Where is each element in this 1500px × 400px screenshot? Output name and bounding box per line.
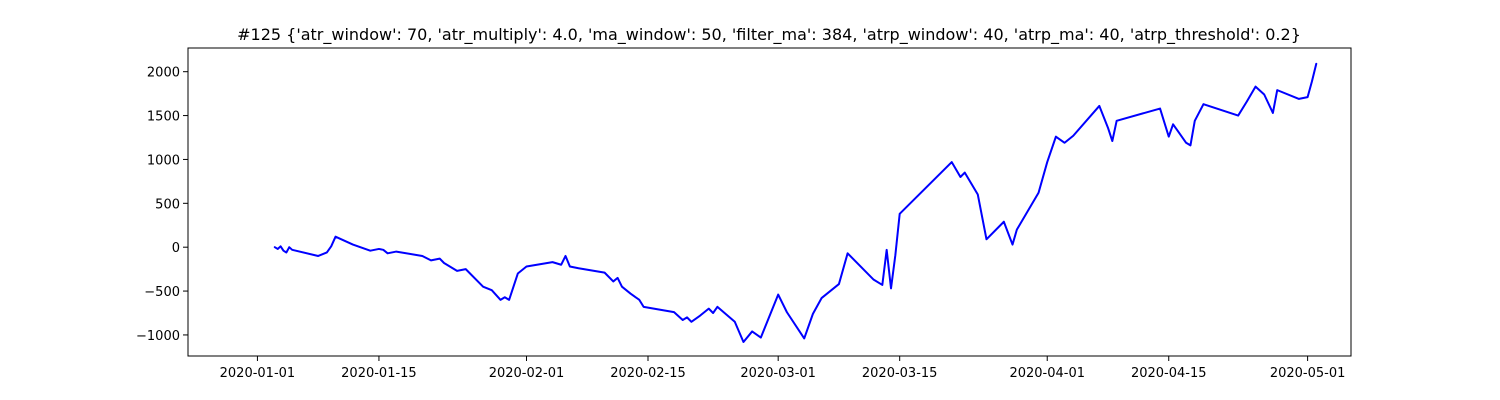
y-tick-label: 0 [172, 241, 180, 256]
x-tick-label: 2020-04-01 [1009, 366, 1085, 381]
x-tick-label: 2020-02-15 [610, 366, 686, 381]
series-line-0 [273, 62, 1318, 343]
plot-area [273, 62, 1318, 343]
y-tick-label: 1000 [147, 153, 180, 168]
y-tick-label: 2000 [147, 66, 180, 81]
x-tick-label: 2020-03-01 [740, 366, 816, 381]
x-axis: 2020-01-01 2020-01-15 2020-02-01 2020-02-15… [220, 356, 1346, 381]
y-tick-label: 500 [155, 197, 180, 212]
x-tick-label: 2020-01-01 [220, 366, 296, 381]
x-tick-label: 2020-01-15 [341, 366, 417, 381]
x-tick-label: 2020-02-01 [489, 366, 565, 381]
y-tick-label: 1500 [147, 110, 180, 125]
x-tick-label: 2020-04-15 [1131, 366, 1207, 381]
x-tick-label: 2020-03-15 [862, 366, 938, 381]
x-tick-label: 2020-05-01 [1270, 366, 1346, 381]
y-tick-label: −500 [144, 285, 180, 300]
chart-title: #125 {'atr_window': 70, 'atr_multiply': … [237, 25, 1301, 45]
y-axis: −1000 −500 0 500 1000 1500 2000 [136, 66, 188, 344]
plot-frame [187, 47, 1352, 357]
y-tick-label: −1000 [136, 329, 180, 344]
